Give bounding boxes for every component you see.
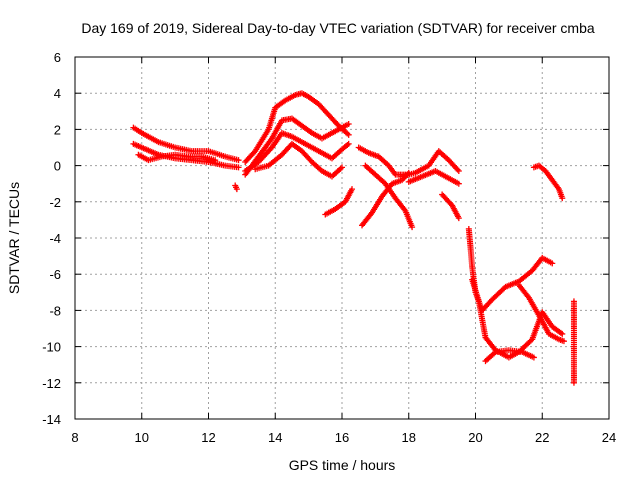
series-arc-j: [355, 144, 409, 178]
y-axis-ticks: 6 4 2 0 -2 -4 -6 -8 -10 -12 -14: [42, 50, 609, 427]
y-tick-label: -10: [42, 340, 61, 355]
interpolated-markers: [137, 151, 217, 163]
series-arc-a: [130, 124, 242, 164]
interpolated-markers: [400, 149, 461, 179]
x-tick-label: 8: [71, 430, 78, 445]
x-tick-label: 10: [135, 430, 149, 445]
interpolated-markers: [363, 163, 415, 229]
series-arc-r: [482, 347, 537, 365]
series-arc-i: [322, 186, 356, 218]
interpolated-markers: [532, 163, 565, 200]
chart-title: Day 169 of 2019, Sidereal Day-to-day VTE…: [81, 20, 594, 36]
y-tick-label: -2: [49, 195, 61, 210]
grid-lines: [75, 57, 609, 419]
interpolated-markers: [407, 168, 461, 186]
y-tick-label: 6: [54, 50, 61, 65]
series-arc-h: [252, 140, 345, 180]
interpolated-markers: [517, 283, 566, 344]
series-arc-o: [439, 191, 462, 222]
x-tick-label: 18: [402, 430, 416, 445]
interpolated-markers: [570, 300, 577, 384]
y-tick-label: -14: [42, 412, 61, 427]
interpolated-markers: [132, 125, 240, 163]
y-tick-label: -8: [49, 303, 61, 318]
series-arc-u: [570, 298, 577, 386]
x-axis-label: GPS time / hours: [289, 457, 396, 473]
x-tick-label: 24: [602, 430, 616, 445]
x-tick-label: 12: [201, 430, 215, 445]
series-arc-c: [135, 151, 219, 164]
series-arc-k: [359, 169, 412, 229]
x-tick-label: 14: [268, 430, 282, 445]
x-axis-ticks: 8 10 12 14 16 18 20 22 24: [71, 57, 616, 445]
series-arc-s: [515, 282, 567, 345]
interpolated-markers: [233, 184, 240, 191]
series-arc-g: [242, 130, 352, 175]
series-arc-l: [362, 162, 416, 231]
interpolated-markers: [483, 347, 536, 363]
interpolated-markers: [323, 187, 355, 217]
interpolated-markers: [254, 141, 344, 179]
y-axis-label: SDTVAR / TECUs: [6, 182, 22, 294]
series-arc-n: [405, 168, 462, 187]
data-points: [130, 90, 577, 386]
interpolated-markers: [243, 90, 351, 164]
y-tick-label: -4: [49, 231, 61, 246]
interpolated-markers: [243, 130, 351, 174]
y-tick-label: -12: [42, 376, 61, 391]
series-arc-q: [469, 276, 566, 361]
x-tick-label: 16: [335, 430, 349, 445]
interpolated-markers: [469, 278, 564, 360]
x-tick-label: 20: [468, 430, 482, 445]
y-tick-label: 4: [54, 86, 61, 101]
y-tick-label: -6: [49, 267, 61, 282]
y-tick-label: 0: [54, 159, 61, 174]
x-tick-label: 22: [535, 430, 549, 445]
plot-frame: [74, 56, 610, 420]
series-arc-t: [530, 162, 566, 202]
series-arc-d: [232, 182, 240, 193]
interpolated-markers: [440, 192, 461, 220]
series-arc-m: [399, 148, 462, 180]
interpolated-markers: [360, 171, 411, 227]
interpolated-markers: [357, 145, 407, 178]
y-tick-label: 2: [54, 122, 61, 137]
